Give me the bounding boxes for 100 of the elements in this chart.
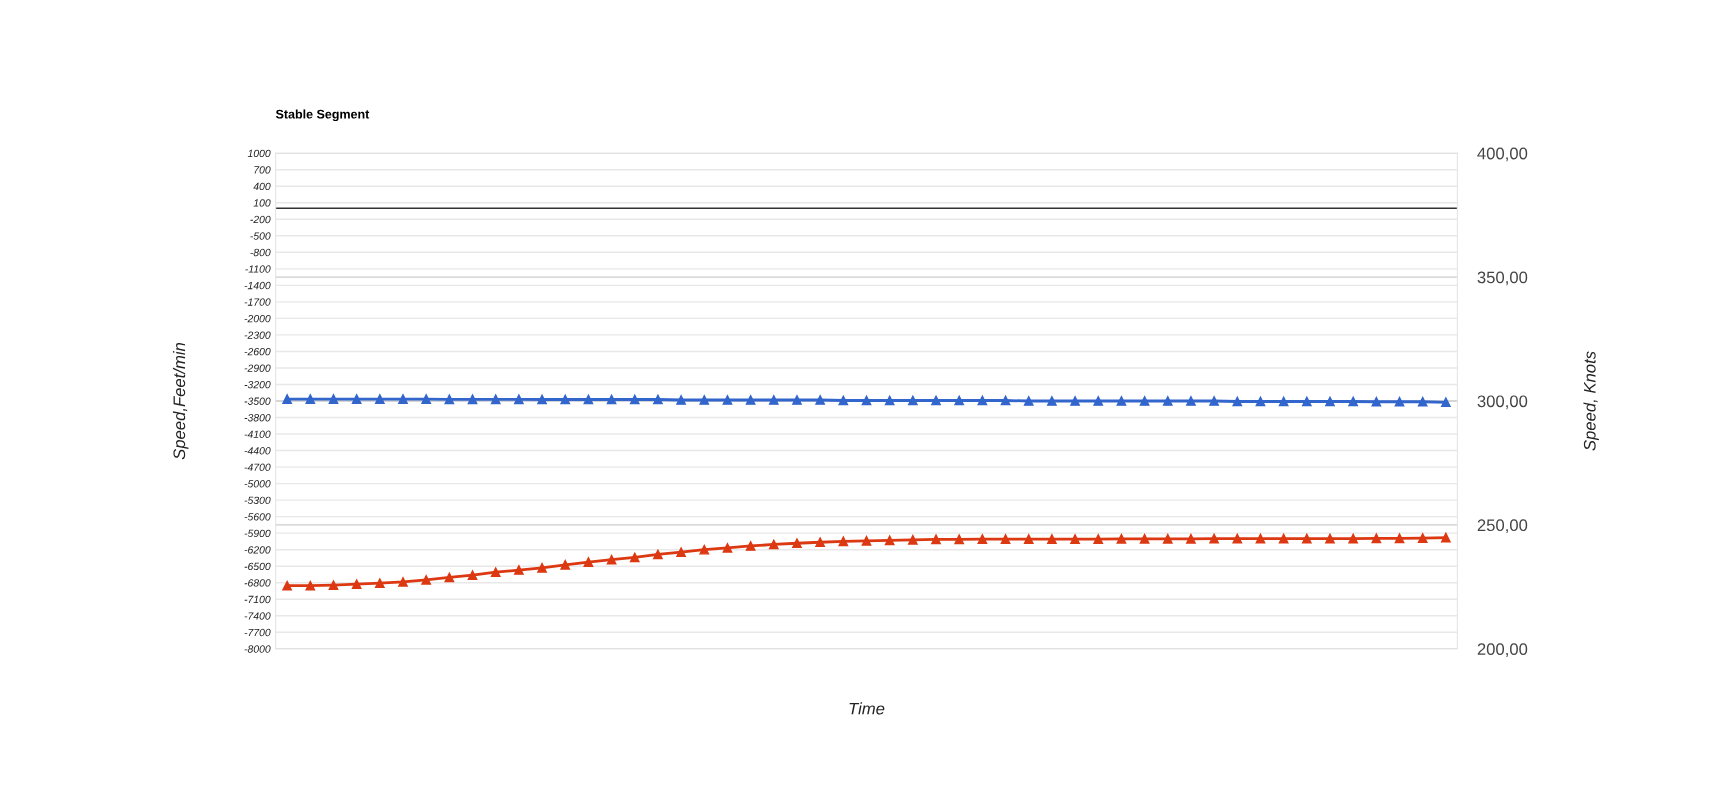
point (1000, 534, 1011, 544)
y-tick-label: -8000 (244, 645, 271, 653)
y-tick-label: -4100 (244, 430, 271, 438)
y-tick-label: -3500 (244, 397, 271, 405)
point (467, 570, 478, 581)
point (676, 547, 686, 558)
y-tick-label: -7700 (244, 628, 271, 637)
y-tick-label: -2000 (244, 314, 271, 323)
x-axis-title: Time (849, 702, 885, 715)
point (629, 552, 640, 563)
point (1023, 396, 1034, 406)
y-tick-label: 1000 (247, 149, 271, 158)
y-tick-label: 700 (254, 166, 271, 174)
point (699, 395, 710, 405)
point (282, 394, 292, 404)
point (537, 394, 547, 405)
point (398, 394, 408, 404)
point (467, 394, 478, 405)
point (1139, 533, 1150, 544)
point (1440, 397, 1451, 408)
y-tick-label: -5300 (244, 496, 271, 504)
point (537, 562, 547, 573)
point (560, 394, 571, 405)
point (1255, 396, 1266, 407)
point (1417, 533, 1428, 543)
point (745, 395, 756, 405)
point (1209, 533, 1219, 544)
point (1301, 533, 1312, 544)
y2-tick-label: 300,00 (1477, 395, 1528, 410)
point (722, 543, 733, 553)
point (1325, 533, 1335, 544)
point (1394, 533, 1405, 544)
point (768, 395, 779, 405)
point (490, 567, 501, 578)
point (699, 544, 710, 555)
point (1023, 534, 1034, 544)
y-tick-label: 400 (253, 182, 271, 191)
y-tick-label: -4400 (244, 447, 271, 455)
point (1371, 533, 1382, 544)
point (815, 537, 826, 548)
y-tick-label: -1100 (245, 265, 271, 273)
y-tick-label: -1400 (244, 281, 271, 290)
point (1186, 533, 1196, 544)
point (1162, 396, 1173, 406)
point (514, 394, 524, 405)
y-tick-label: -3200 (244, 380, 271, 389)
point (1070, 396, 1080, 406)
point (861, 535, 872, 546)
y-tick-label: -7100 (244, 595, 271, 604)
point (1278, 396, 1289, 407)
point (328, 580, 339, 590)
y2-tick-label: 350,00 (1477, 271, 1528, 286)
point (560, 559, 571, 570)
point (1301, 396, 1312, 407)
point (722, 395, 733, 405)
point (954, 534, 965, 545)
y-tick-label: -6800 (244, 579, 271, 587)
point (768, 539, 779, 550)
point (1417, 396, 1428, 407)
y2-axis-title: Speed, Knots (1583, 351, 1599, 451)
point (629, 394, 640, 405)
point (1070, 534, 1080, 544)
point (676, 395, 686, 405)
point (931, 395, 941, 406)
point (815, 395, 826, 405)
point (792, 538, 802, 549)
point (884, 395, 895, 406)
y-tick-label: -3800 (244, 414, 271, 422)
point (444, 572, 455, 583)
y-tick-label: -7400 (244, 612, 271, 620)
y-tick-label: -5600 (244, 513, 271, 521)
y2-tick-label: 250,00 (1477, 519, 1528, 534)
y-tick-label: -1700 (244, 298, 271, 306)
point (838, 395, 849, 406)
point (374, 394, 385, 404)
point (421, 394, 432, 404)
point (374, 578, 385, 589)
point (1093, 534, 1104, 544)
point (1348, 533, 1359, 544)
point (1232, 396, 1243, 407)
point (954, 395, 965, 406)
y-tick-label: -6500 (244, 562, 271, 571)
point (931, 534, 941, 545)
point (351, 579, 362, 589)
point (421, 575, 432, 585)
point (745, 541, 756, 551)
point (1116, 396, 1127, 406)
point (653, 549, 663, 560)
y-tick-label: -2900 (244, 364, 271, 372)
point (1394, 396, 1405, 407)
point (328, 394, 339, 404)
point (884, 535, 895, 546)
point (1093, 396, 1104, 406)
point (792, 395, 802, 405)
point (1116, 533, 1127, 544)
point (907, 534, 918, 545)
chart-title: Stable Segment (275, 109, 370, 122)
y-tick-label: -800 (250, 248, 271, 257)
point (977, 534, 988, 544)
point (1255, 533, 1266, 544)
